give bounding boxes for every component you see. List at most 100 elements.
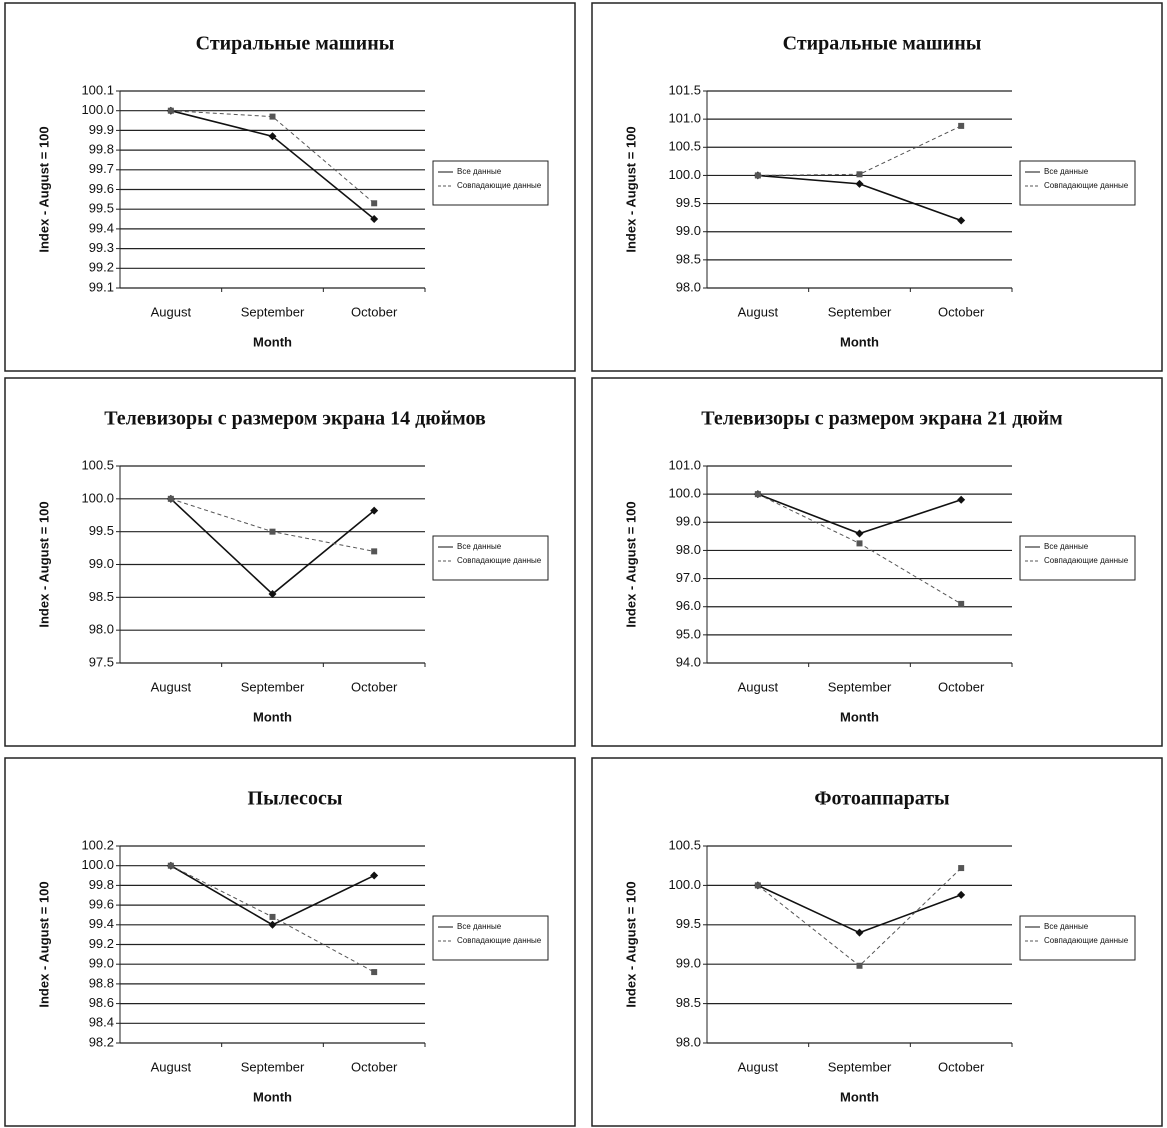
y-tick-label: 98.4 [89, 1015, 114, 1030]
marker [754, 882, 761, 889]
marker [958, 600, 965, 607]
marker [269, 113, 276, 120]
marker [958, 865, 965, 872]
y-tick-label: 100.5 [668, 837, 701, 852]
y-tick-label: 100.5 [668, 139, 701, 154]
marker [957, 495, 966, 504]
x-tick-label: October [938, 679, 985, 694]
y-tick-label: 99.0 [676, 514, 701, 529]
marker [269, 913, 276, 920]
series-line [170, 498, 375, 596]
y-tick-label: 99.5 [676, 916, 701, 931]
panel-border [591, 2, 1163, 372]
marker [167, 495, 174, 502]
marker [754, 172, 761, 179]
chart-title: Телевизоры с размером экрана 21 дюйм [701, 408, 1063, 430]
y-tick-label: 99.5 [89, 201, 114, 216]
y-tick-label: 99.4 [89, 916, 114, 931]
marker [855, 529, 864, 538]
y-tick-label: 98.5 [676, 251, 701, 266]
y-tick-label: 99.5 [89, 523, 114, 538]
y-tick-label: 98.5 [676, 995, 701, 1010]
legend-label: Совпадающие данные [1044, 556, 1129, 565]
y-tick-label: 99.8 [89, 877, 114, 892]
panel-border [591, 757, 1163, 1127]
y-tick-label: 94.0 [676, 654, 701, 669]
y-tick-label: 98.0 [676, 279, 701, 294]
marker [855, 928, 864, 937]
y-axis-label: Index - August = 100 [36, 501, 51, 627]
legend-box [432, 915, 549, 961]
y-tick-label: 97.5 [89, 654, 114, 669]
y-tick-label: 101.0 [668, 111, 701, 126]
x-tick-label: September [241, 679, 305, 694]
y-axis-label: Index - August = 100 [623, 501, 638, 627]
chart-title: Стиральные машины [783, 33, 982, 55]
y-tick-label: 99.3 [89, 240, 114, 255]
y-tick-label: 100.0 [668, 167, 701, 182]
y-tick-label: 101.0 [668, 457, 701, 472]
x-tick-label: September [828, 679, 892, 694]
y-tick-label: 99.6 [89, 181, 114, 196]
y-axis-label: Index - August = 100 [36, 881, 51, 1007]
legend-label: Все данные [1044, 922, 1089, 931]
marker [268, 132, 277, 141]
legend-label: Совпадающие данные [457, 556, 542, 565]
y-tick-label: 98.0 [676, 1034, 701, 1049]
chart-title: Телевизоры с размером экрана 14 дюймов [104, 408, 486, 430]
panel-border [4, 2, 576, 372]
legend-box [1019, 535, 1136, 581]
y-tick-label: 100.0 [81, 857, 114, 872]
y-tick-label: 99.5 [676, 195, 701, 210]
series-line [170, 498, 375, 552]
x-axis-label: Month [840, 334, 879, 349]
y-tick-label: 100.0 [81, 102, 114, 117]
y-axis-label: Index - August = 100 [623, 881, 638, 1007]
x-tick-label: August [151, 1059, 192, 1074]
y-tick-label: 100.0 [81, 490, 114, 505]
legend-box [432, 535, 549, 581]
marker [856, 962, 863, 969]
x-tick-label: August [738, 679, 779, 694]
marker [371, 548, 378, 555]
y-tick-label: 97.0 [676, 570, 701, 585]
x-tick-label: October [938, 1059, 985, 1074]
marker [958, 122, 965, 129]
x-tick-label: August [738, 304, 779, 319]
marker [370, 506, 379, 515]
legend-label: Совпадающие данные [1044, 181, 1129, 190]
panel-border [4, 377, 576, 747]
y-tick-label: 100.2 [81, 837, 114, 852]
marker [371, 969, 378, 976]
legend-label: Все данные [1044, 542, 1089, 551]
marker [957, 890, 966, 899]
marker [856, 540, 863, 547]
y-tick-label: 100.0 [668, 486, 701, 501]
marker [370, 871, 379, 880]
y-tick-label: 96.0 [676, 598, 701, 613]
chart-title: Пылесосы [248, 788, 343, 810]
x-tick-label: September [828, 304, 892, 319]
x-tick-label: October [351, 679, 398, 694]
y-tick-label: 99.8 [89, 142, 114, 157]
y-tick-label: 100.0 [668, 877, 701, 892]
marker [957, 216, 966, 225]
legend-label: Все данные [457, 167, 502, 176]
chart-title: Стиральные машины [196, 33, 395, 55]
marker [754, 491, 761, 498]
y-tick-label: 98.0 [89, 622, 114, 637]
y-axis-label: Index - August = 100 [623, 126, 638, 252]
y-tick-label: 98.6 [89, 995, 114, 1010]
legend-label: Совпадающие данные [457, 181, 542, 190]
marker [855, 179, 864, 188]
y-axis-label: Index - August = 100 [36, 126, 51, 252]
y-tick-label: 99.0 [89, 556, 114, 571]
marker [269, 528, 276, 535]
y-tick-label: 100.1 [81, 82, 114, 97]
y-tick-label: 99.0 [89, 956, 114, 971]
marker [268, 590, 277, 599]
x-tick-label: September [241, 304, 305, 319]
x-axis-label: Month [840, 709, 879, 724]
